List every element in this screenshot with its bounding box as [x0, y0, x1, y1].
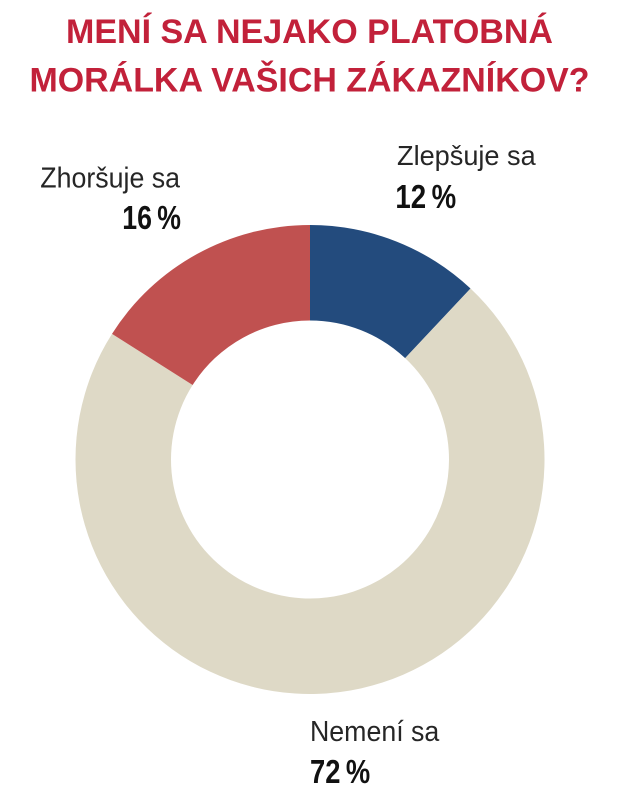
- svg-text:12 %: 12 %: [395, 178, 456, 215]
- svg-text:72 %: 72 %: [310, 753, 370, 790]
- svg-text:Nemení sa: Nemení sa: [310, 716, 440, 748]
- svg-text:Zlepšuje sa: Zlepšuje sa: [397, 140, 536, 171]
- svg-text:16 %: 16 %: [122, 199, 181, 236]
- svg-text:MENÍ SA NEJAKO PLATOBNÁ: MENÍ SA NEJAKO PLATOBNÁ: [66, 13, 553, 51]
- svg-text:MORÁLKA VAŠICH ZÁKAZNÍKOV?: MORÁLKA VAŠICH ZÁKAZNÍKOV?: [30, 61, 590, 100]
- svg-text:Zhoršuje sa: Zhoršuje sa: [40, 163, 181, 195]
